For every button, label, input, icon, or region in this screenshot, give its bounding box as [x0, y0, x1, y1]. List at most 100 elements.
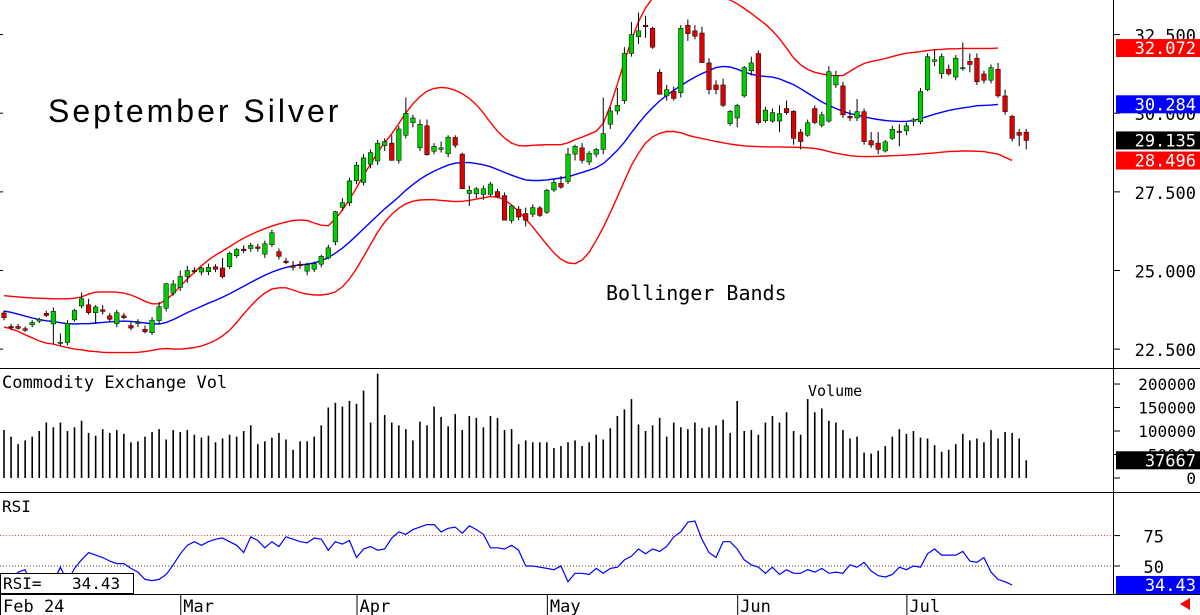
- candle: [93, 305, 99, 324]
- time-axis-label: May: [550, 597, 581, 615]
- candle-body: [389, 142, 395, 161]
- candle-body: [565, 153, 571, 182]
- price-value-tag-bg: [1116, 39, 1200, 58]
- candle: [932, 50, 938, 67]
- candle: [502, 192, 508, 221]
- candle: [572, 144, 578, 161]
- candle: [318, 254, 324, 268]
- candle-body: [64, 323, 71, 343]
- candle: [939, 53, 945, 79]
- candle-body: [769, 112, 776, 122]
- candle: [565, 147, 571, 184]
- candle-body: [480, 188, 486, 195]
- candle: [8, 323, 14, 331]
- candle: [509, 205, 515, 224]
- candle: [558, 176, 564, 189]
- candle: [826, 66, 832, 123]
- candle-body: [748, 62, 754, 72]
- candle-body: [248, 245, 254, 249]
- candle: [544, 188, 550, 214]
- candle: [100, 305, 106, 315]
- candle: [678, 25, 684, 98]
- candle: [255, 243, 261, 252]
- candle-body: [1023, 131, 1029, 141]
- candle-body: [361, 157, 367, 183]
- price-value-tag: 32.072: [1116, 39, 1200, 59]
- candle: [769, 108, 776, 123]
- candle: [184, 265, 190, 284]
- candle-body: [784, 108, 790, 113]
- rsi-y-axis: 50 75: [1113, 528, 1164, 578]
- time-axis-label: Jul: [909, 597, 940, 615]
- candle: [15, 323, 21, 330]
- rsi-panel-title: RSI: [2, 497, 31, 516]
- volume-tick-label: 100000: [1138, 422, 1196, 441]
- volume-label: Volume: [808, 382, 862, 400]
- candle: [925, 53, 931, 92]
- candle: [248, 242, 254, 252]
- candle-body: [537, 207, 543, 216]
- candle: [621, 47, 627, 104]
- candle: [635, 12, 642, 45]
- candle-body: [375, 142, 381, 162]
- candle-body: [812, 108, 818, 123]
- left-arrow-icon[interactable]: [1180, 598, 1190, 610]
- candle: [1002, 89, 1008, 115]
- price-tick-label: 25.000: [1135, 262, 1196, 282]
- candle: [692, 25, 698, 40]
- candle: [142, 325, 148, 334]
- candle: [699, 26, 705, 63]
- candle: [833, 70, 839, 89]
- candle-body: [791, 111, 797, 139]
- candle: [269, 229, 275, 247]
- candle: [713, 80, 719, 95]
- volume-bars: [3, 373, 1028, 478]
- candle: [614, 88, 620, 115]
- price-value-tag: 29.135: [1116, 131, 1200, 151]
- candle: [776, 105, 783, 133]
- candle: [290, 261, 296, 271]
- candle: [466, 185, 472, 207]
- candle-body: [121, 315, 127, 318]
- candle-body: [868, 140, 874, 146]
- candle-body: [452, 137, 458, 146]
- candle-body: [445, 136, 451, 155]
- candle: [946, 64, 952, 76]
- candle: [812, 105, 818, 125]
- candle: [22, 326, 28, 332]
- candle: [685, 19, 691, 41]
- candle: [311, 261, 317, 273]
- candle: [903, 122, 909, 136]
- candle-body: [234, 249, 240, 256]
- candle-body: [875, 142, 881, 150]
- candle: [974, 53, 980, 85]
- candle-body: [685, 24, 691, 34]
- candle-body: [635, 30, 642, 38]
- candle: [79, 292, 85, 309]
- candle-body: [311, 263, 317, 270]
- candle: [36, 317, 42, 324]
- candle: [332, 210, 338, 246]
- candle-body: [220, 267, 226, 278]
- candle-body: [22, 328, 28, 331]
- candle-body: [424, 125, 430, 155]
- candle-body: [396, 128, 402, 161]
- candle: [741, 66, 747, 98]
- candle: [177, 270, 183, 291]
- bollinger-lower-line: [3, 130, 1013, 354]
- candle: [988, 64, 994, 84]
- candle-body: [1009, 116, 1015, 139]
- time-axis-label: Feb 24: [3, 597, 64, 615]
- candle-body: [509, 205, 515, 221]
- candle-body: [621, 53, 627, 101]
- candle-body: [290, 265, 296, 268]
- candle: [368, 149, 374, 169]
- candle-body: [854, 111, 860, 119]
- volume-value-tag: 37667: [1116, 451, 1200, 471]
- price-tick-label: 22.500: [1135, 341, 1196, 361]
- candle-body: [805, 122, 811, 136]
- candle: [494, 188, 501, 199]
- candle: [868, 132, 874, 148]
